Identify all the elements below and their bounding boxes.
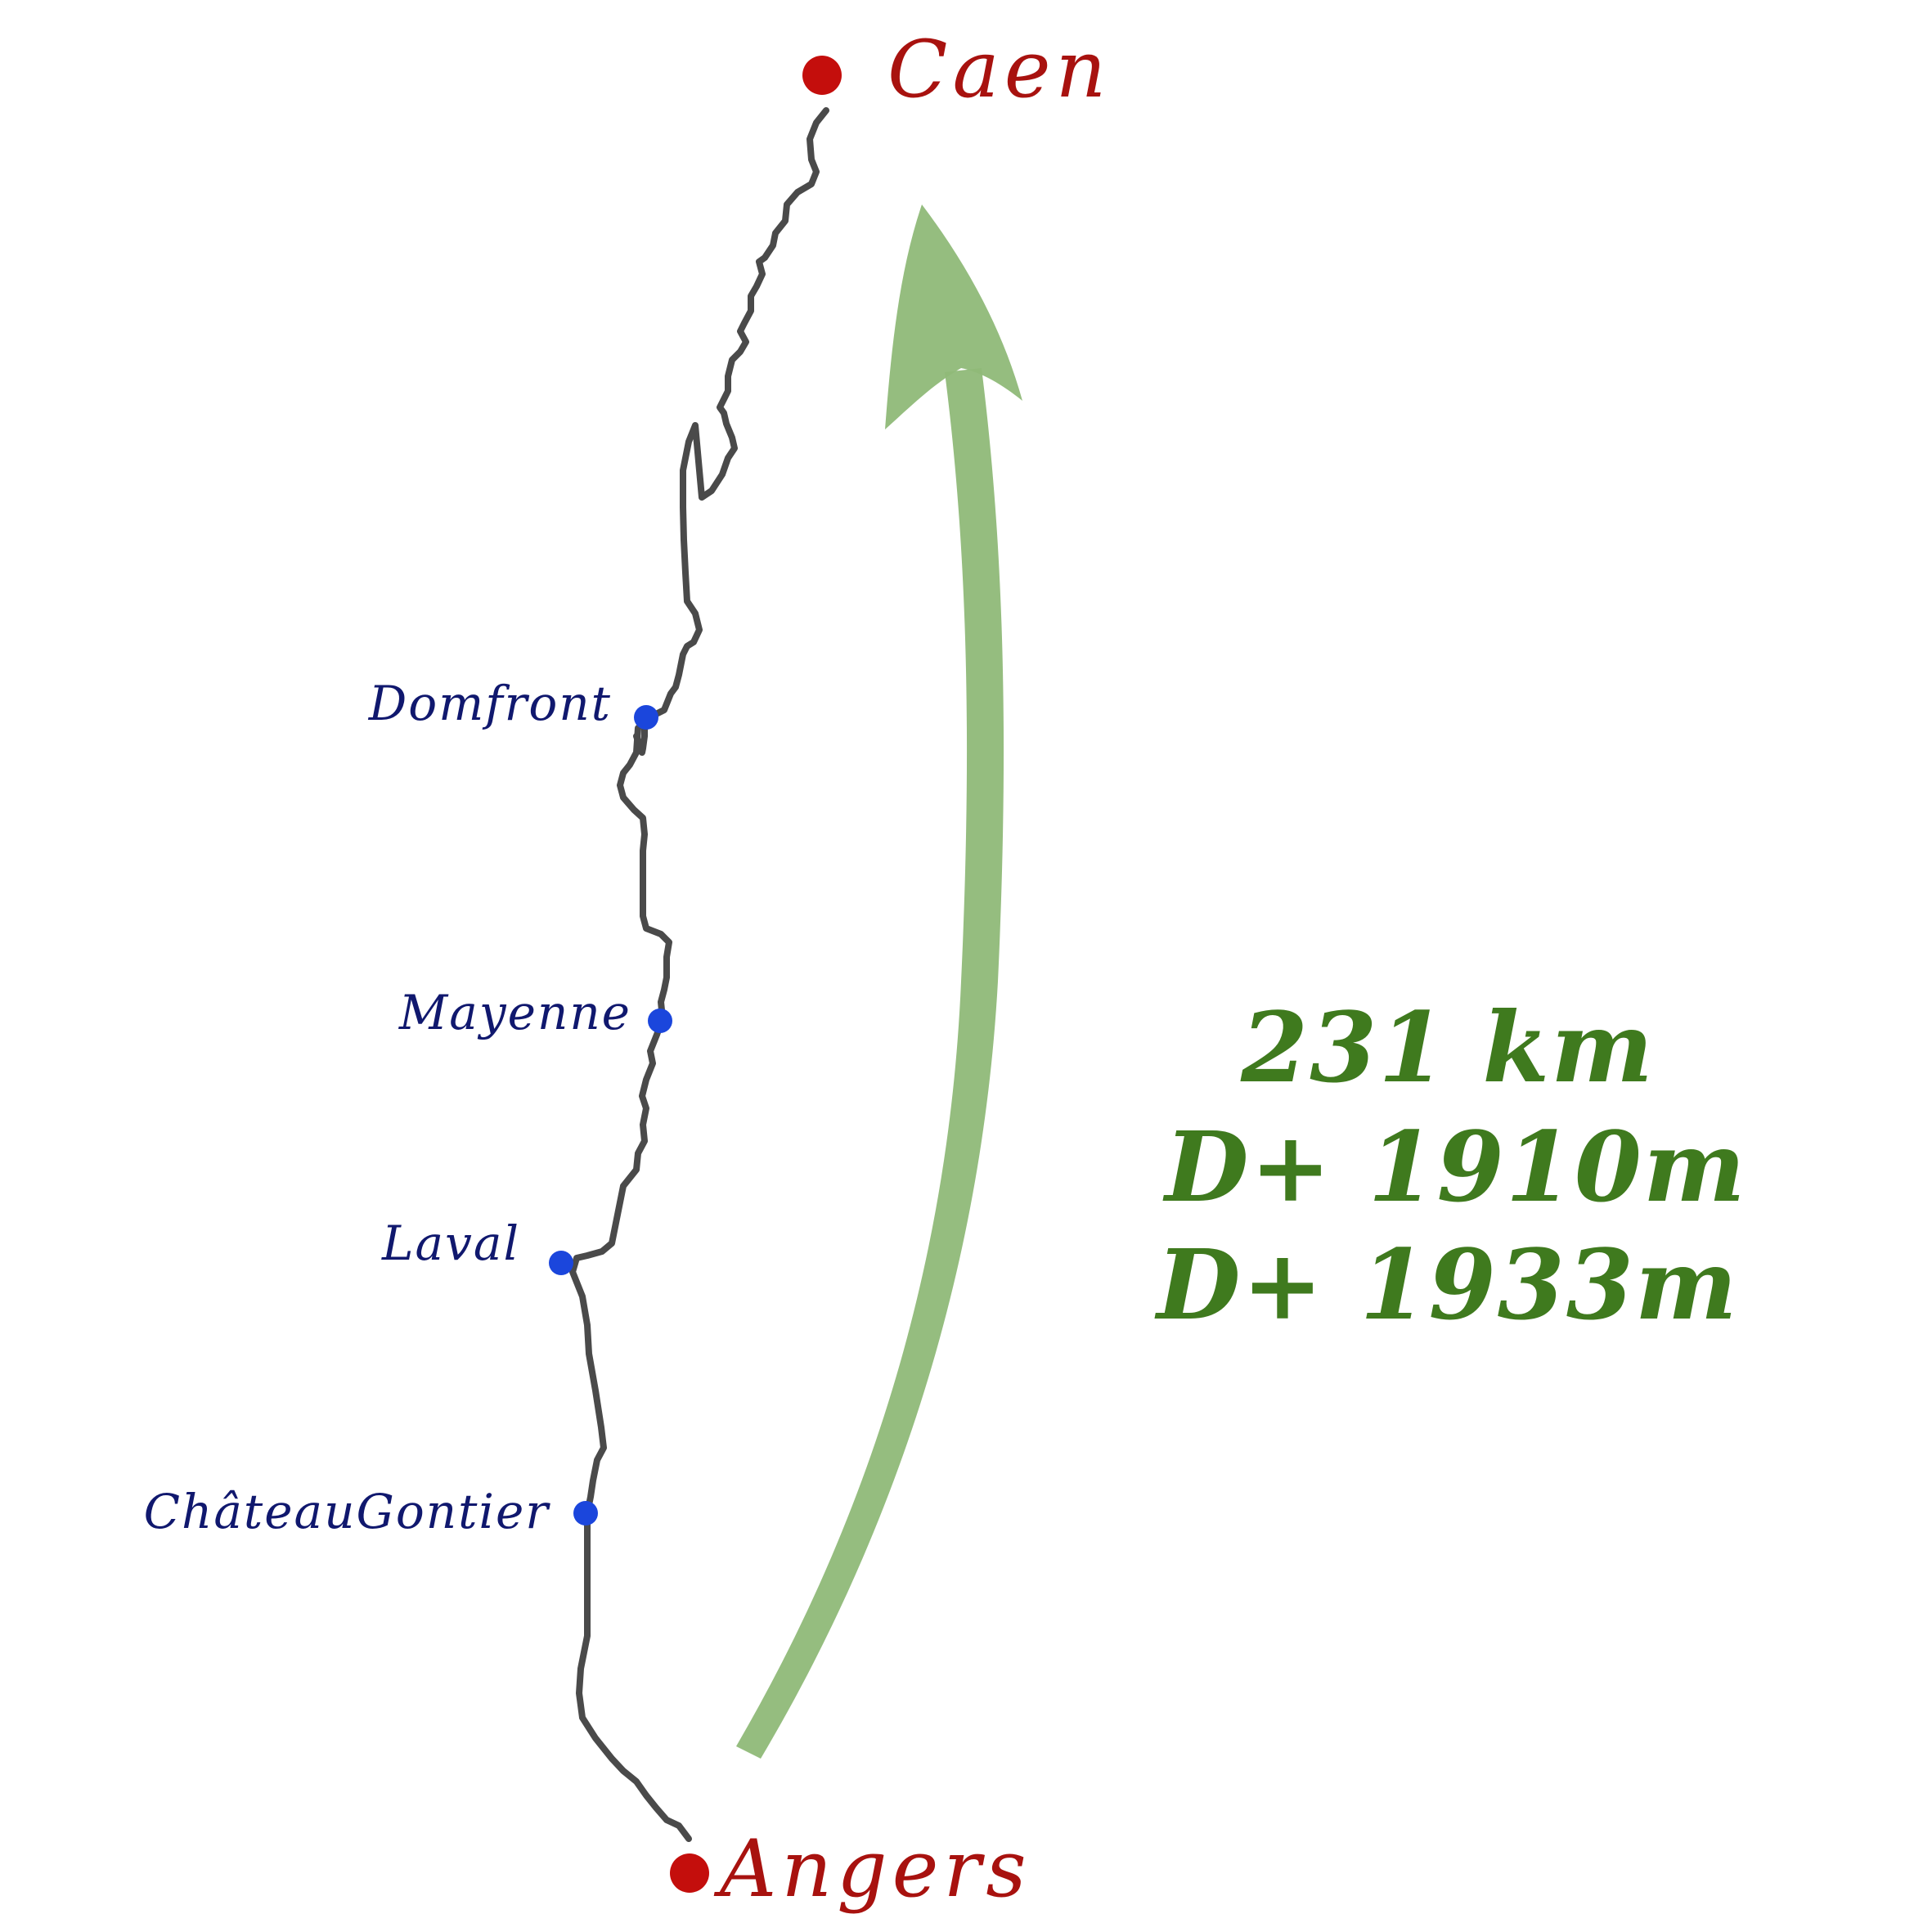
direction-arrow-head: [885, 204, 1022, 429]
waypoint-label-domfront: Domfront: [368, 676, 612, 731]
city-label-caen: Caen: [887, 24, 1111, 115]
stats-distance: 231 km: [1240, 991, 1655, 1104]
waypoint-label-chateau-gontier: ChâteauGontier: [144, 1484, 551, 1539]
city-marker-angers: [670, 1853, 709, 1893]
waypoint-label-laval: Laval: [381, 1215, 520, 1271]
waypoint-marker-domfront: [634, 705, 658, 730]
city-marker-caen: [802, 56, 842, 95]
stats-ascent-1: D+ 1910m: [1162, 1110, 1747, 1224]
stats-ascent-2: D+ 1933m: [1154, 1228, 1739, 1341]
waypoint-label-mayenne: Mayenne: [398, 985, 631, 1040]
waypoint-marker-laval: [549, 1251, 573, 1275]
direction-arrow-shaft: [736, 368, 1004, 1759]
route-line-south: [569, 725, 692, 1842]
waypoint-marker-mayenne: [648, 1009, 672, 1033]
waypoint-marker-chateau-gontier: [573, 1501, 598, 1525]
arrow-up-curved-icon: [736, 204, 1022, 1759]
city-label-angers: Angers: [713, 1823, 1031, 1915]
route-line: [633, 107, 829, 756]
